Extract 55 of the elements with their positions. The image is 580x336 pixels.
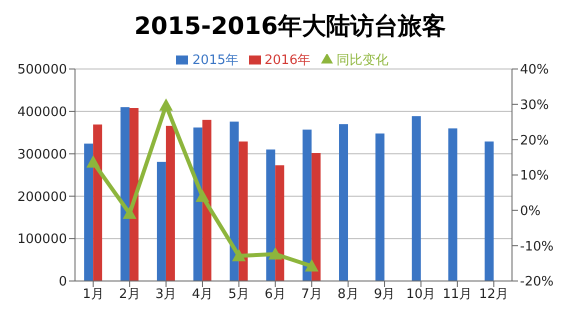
bar xyxy=(339,124,348,281)
y2-tick-label: 30% xyxy=(520,98,549,113)
bar xyxy=(120,107,130,281)
x-tick-label: 10月 xyxy=(406,287,436,302)
x-tick-label: 9月 xyxy=(374,287,396,302)
x-tick-label: 1月 xyxy=(82,287,104,302)
y2-tick-label: 20% xyxy=(520,133,549,148)
legend-label: 同比变化 xyxy=(336,53,389,68)
bar xyxy=(202,120,212,281)
bar xyxy=(230,122,239,281)
bar xyxy=(93,124,102,281)
x-tick-label: 5月 xyxy=(228,287,250,302)
y2-tick-label: 10% xyxy=(520,168,549,184)
y-tick-label: 100000 xyxy=(17,232,67,248)
y-tick-label: 0 xyxy=(58,274,67,290)
bar xyxy=(266,150,276,281)
x-tick-label: 4月 xyxy=(192,287,214,302)
point xyxy=(160,98,173,111)
y2-tick-label: 0% xyxy=(520,204,541,219)
bar xyxy=(156,162,166,281)
y-tick-label: 400000 xyxy=(17,105,67,120)
y2-tick-label: 40% xyxy=(520,62,549,78)
bar xyxy=(484,142,494,281)
y-tick-label: 300000 xyxy=(17,147,67,162)
x-tick-label: 12月 xyxy=(479,287,509,302)
x-tick-label: 8月 xyxy=(337,287,359,302)
y-tick-label: 200000 xyxy=(17,190,67,205)
x-tick-label: 7月 xyxy=(301,287,322,302)
bar xyxy=(312,152,321,281)
x-tick-label: 11月 xyxy=(442,287,472,302)
point xyxy=(305,260,318,272)
bar xyxy=(238,142,248,281)
bar xyxy=(375,133,384,281)
point xyxy=(232,249,246,262)
bar xyxy=(448,128,458,281)
bar xyxy=(412,116,421,281)
bar xyxy=(302,130,312,281)
point xyxy=(86,156,100,168)
bar xyxy=(275,165,284,281)
legend-label: 2015年 xyxy=(192,53,238,68)
x-tick-label: 6月 xyxy=(264,287,286,302)
chart-title: 2015-2016年大陆访台旅客 xyxy=(133,11,447,42)
x-tick-label: 3月 xyxy=(155,287,177,302)
legend-label: 2016年 xyxy=(264,53,311,68)
bar xyxy=(130,108,139,281)
y2-tick-label: -20% xyxy=(520,274,554,290)
y-tick-label: 500000 xyxy=(17,62,67,78)
point xyxy=(196,190,209,202)
bar xyxy=(193,128,202,281)
bar xyxy=(84,144,94,281)
x-tick-label: 2月 xyxy=(118,287,140,302)
bar xyxy=(166,126,175,281)
point xyxy=(268,248,282,260)
point xyxy=(123,207,136,219)
y2-tick-label: -10% xyxy=(520,239,554,254)
